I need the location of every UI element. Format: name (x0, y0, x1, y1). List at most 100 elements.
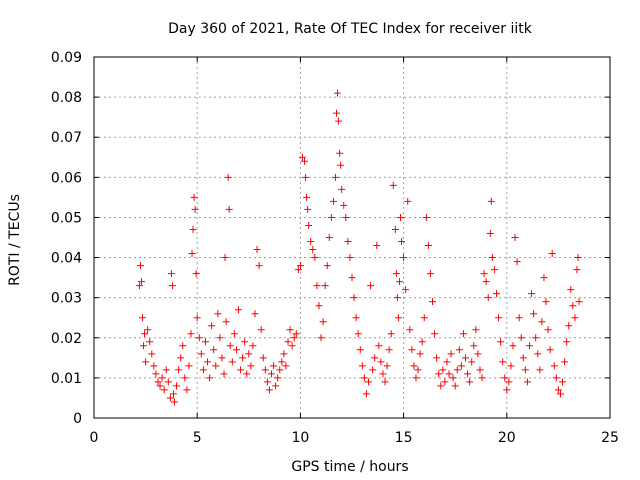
data-point (546, 346, 554, 354)
data-point (309, 246, 317, 254)
data-point (305, 221, 313, 229)
x-tick-label: 5 (193, 430, 202, 446)
data-point (526, 342, 534, 350)
x-tick-label: 25 (601, 430, 619, 446)
data-point (263, 378, 271, 386)
data-point (443, 358, 451, 366)
data-point (340, 201, 348, 209)
data-point (480, 270, 488, 278)
data-point (173, 382, 181, 390)
data-point (259, 354, 267, 362)
data-point (462, 354, 470, 362)
data-point (336, 149, 344, 157)
data-point (358, 362, 366, 370)
data-point (356, 346, 364, 354)
data-point (552, 374, 560, 382)
data-point (156, 382, 164, 390)
x-tick-label: 20 (498, 430, 516, 446)
data-point (303, 193, 311, 201)
data-point (499, 358, 507, 366)
data-point (239, 354, 247, 362)
x-tick-label: 10 (291, 430, 309, 446)
data-point (418, 338, 426, 346)
data-point (195, 334, 203, 342)
data-point (554, 386, 562, 394)
data-point (329, 197, 337, 205)
data-point (482, 278, 490, 286)
data-point (523, 378, 531, 386)
data-point (253, 246, 261, 254)
data-point (315, 302, 323, 310)
data-point (220, 370, 228, 378)
data-point (457, 362, 465, 370)
data-point (367, 282, 375, 290)
data-point (459, 330, 467, 338)
data-point (550, 362, 558, 370)
data-point (397, 213, 405, 221)
data-point (426, 270, 434, 278)
data-point (251, 310, 259, 318)
y-tick-label: 0.03 (51, 291, 82, 307)
data-point (400, 254, 408, 262)
data-point (294, 266, 302, 274)
data-point (137, 278, 145, 286)
data-point (377, 358, 385, 366)
data-point (158, 374, 166, 382)
data-point (474, 350, 482, 358)
data-point (319, 318, 327, 326)
data-point (175, 366, 183, 374)
data-point (321, 282, 329, 290)
data-point (331, 173, 339, 181)
data-point (548, 250, 556, 258)
data-point (392, 270, 400, 278)
chart-title: Day 360 of 2021, Rate Of TEC Index for r… (168, 21, 533, 37)
data-point (221, 254, 229, 262)
data-point (162, 366, 170, 374)
data-point (296, 262, 304, 270)
data-point (431, 330, 439, 338)
data-point (187, 330, 195, 338)
data-point (226, 342, 234, 350)
data-point (208, 322, 216, 330)
data-point (437, 382, 445, 390)
y-tick-label: 0.05 (51, 210, 82, 226)
data-point (189, 225, 197, 233)
data-point (398, 238, 406, 246)
scatter-points (135, 89, 583, 406)
data-point (428, 298, 436, 306)
data-point (567, 286, 575, 294)
data-point (337, 161, 345, 169)
data-point (166, 394, 174, 402)
data-point (232, 346, 240, 354)
data-point (255, 262, 263, 270)
data-point (148, 350, 156, 358)
data-point (495, 314, 503, 322)
data-point (225, 205, 233, 213)
data-point (422, 213, 430, 221)
data-point (503, 386, 511, 394)
data-point (307, 238, 315, 246)
data-point (435, 370, 443, 378)
data-point (313, 282, 321, 290)
data-point (451, 382, 459, 390)
data-point (257, 326, 265, 334)
data-point (280, 350, 288, 358)
data-point (243, 370, 251, 378)
data-point (563, 338, 571, 346)
data-point (152, 370, 160, 378)
data-point (185, 362, 193, 370)
data-point (544, 326, 552, 334)
data-point (404, 197, 412, 205)
data-point (169, 390, 177, 398)
data-point (410, 362, 418, 370)
data-point (574, 254, 582, 262)
y-tick-label: 0.09 (51, 50, 82, 66)
data-point (505, 378, 513, 386)
data-point (298, 153, 306, 161)
data-point (501, 374, 509, 382)
data-point (276, 366, 284, 374)
x-axis-label: GPS time / hours (291, 459, 408, 475)
data-point (272, 382, 280, 390)
data-point (391, 225, 399, 233)
data-point (216, 334, 224, 342)
